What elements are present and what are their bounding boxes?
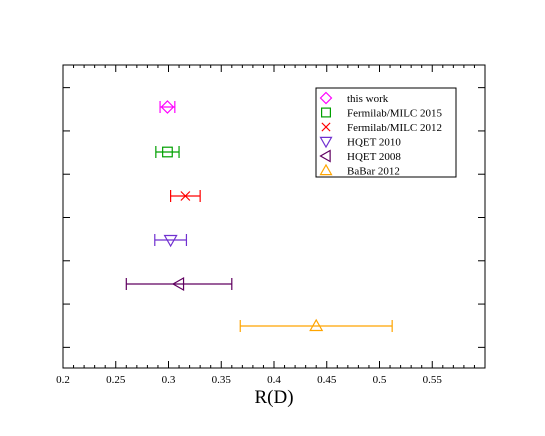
- legend-marker: [319, 163, 333, 176]
- x-tick-label: 0.25: [106, 374, 126, 386]
- data-point-marker: [162, 146, 173, 158]
- x-axis-minor-ticks: [73, 65, 475, 368]
- legend-marker: [319, 91, 333, 105]
- legend: this work Fermilab/MILC 2015 Fermilab/MILC…: [315, 87, 457, 178]
- x-tick-label: 0.5: [373, 374, 387, 386]
- data-points: [125, 100, 393, 332]
- x-tick-label: 0.45: [317, 374, 337, 386]
- x-axis-ticks: 0.2 0.25 0.3 0.35 0.4 0.45 0.5 0.55: [56, 65, 442, 386]
- data-point-marker: [180, 191, 191, 201]
- legend-marker: [321, 122, 331, 132]
- x-tick-label: 0.35: [212, 374, 232, 386]
- x-tick-label: 0.2: [56, 374, 70, 386]
- x-axis-title: R(D): [254, 387, 293, 408]
- legend-entry-label: HQET 2010: [347, 137, 401, 149]
- data-point-marker: [163, 234, 178, 248]
- x-tick-label: 0.4: [267, 374, 281, 386]
- legend-entry-label: HQET 2008: [347, 151, 401, 163]
- legend-marker: [321, 107, 332, 118]
- legend-box: [315, 87, 457, 178]
- x-tick-label: 0.3: [162, 374, 176, 386]
- legend-entry-label: Fermilab/MILC 2012: [347, 122, 442, 134]
- legend-marker: [319, 149, 331, 163]
- legend-marker: [319, 136, 333, 149]
- data-point-marker: [171, 276, 185, 292]
- legend-entry-label: this work: [347, 93, 389, 105]
- y-axis-ticks: [63, 87, 485, 348]
- data-point-marker: [160, 100, 175, 114]
- legend-entry-label: BaBar 2012: [347, 166, 400, 178]
- legend-entry-label: Fermilab/MILC 2015: [347, 108, 443, 120]
- x-tick-label: 0.55: [423, 374, 443, 386]
- data-point-marker: [309, 318, 324, 332]
